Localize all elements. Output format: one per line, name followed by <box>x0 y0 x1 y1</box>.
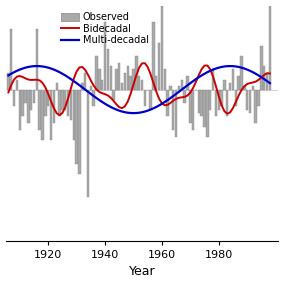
Bar <box>158 43 160 89</box>
Bar <box>121 83 123 89</box>
Bar <box>13 89 15 106</box>
Bar <box>260 46 263 89</box>
Bar <box>166 89 169 116</box>
Bar <box>38 89 41 130</box>
Bar <box>135 56 137 89</box>
Bar <box>81 83 83 89</box>
Bar <box>149 89 152 110</box>
Bar <box>27 89 30 123</box>
Bar <box>10 29 12 89</box>
Bar <box>237 76 240 89</box>
Bar <box>175 89 177 137</box>
Bar <box>58 89 61 116</box>
Bar <box>201 89 203 116</box>
Bar <box>90 86 92 89</box>
Bar <box>7 73 10 89</box>
Bar <box>223 80 226 89</box>
Bar <box>257 89 260 106</box>
Bar <box>50 89 52 140</box>
Bar <box>18 89 21 130</box>
Bar <box>70 89 72 120</box>
Bar <box>124 73 126 89</box>
Bar <box>266 73 268 89</box>
Bar <box>209 89 211 110</box>
Bar <box>107 49 109 89</box>
Bar <box>252 86 254 89</box>
Bar <box>186 76 189 89</box>
Bar <box>155 76 157 89</box>
Bar <box>127 66 129 89</box>
Bar <box>215 89 217 116</box>
X-axis label: Year: Year <box>129 266 155 278</box>
Bar <box>164 69 166 89</box>
Bar <box>254 89 257 123</box>
Bar <box>229 83 231 89</box>
Bar <box>67 89 69 116</box>
Bar <box>33 89 35 103</box>
Bar <box>101 80 103 89</box>
Bar <box>246 89 248 110</box>
Bar <box>226 89 229 116</box>
Bar <box>73 89 75 140</box>
Bar <box>183 89 186 103</box>
Bar <box>172 89 174 130</box>
Bar <box>235 89 237 106</box>
Bar <box>55 83 58 89</box>
Bar <box>130 76 132 89</box>
Bar <box>47 89 49 106</box>
Bar <box>141 80 143 89</box>
Bar <box>181 80 183 89</box>
Bar <box>161 6 163 89</box>
Bar <box>203 89 206 127</box>
Bar <box>98 69 101 89</box>
Bar <box>206 89 208 137</box>
Bar <box>41 89 44 140</box>
Bar <box>64 89 66 110</box>
Bar <box>269 0 271 89</box>
Bar <box>243 86 246 89</box>
Bar <box>115 69 118 89</box>
Bar <box>44 89 47 116</box>
Bar <box>132 69 135 89</box>
Bar <box>152 22 154 89</box>
Bar <box>95 56 98 89</box>
Bar <box>36 29 38 89</box>
Bar <box>61 89 64 110</box>
Bar <box>78 89 81 174</box>
Bar <box>87 89 89 197</box>
Bar <box>178 86 180 89</box>
Bar <box>189 89 191 123</box>
Bar <box>24 89 27 103</box>
Bar <box>104 22 106 89</box>
Bar <box>112 89 115 100</box>
Bar <box>212 69 214 89</box>
Bar <box>110 66 112 89</box>
Bar <box>93 89 95 106</box>
Bar <box>240 56 243 89</box>
Bar <box>198 89 200 113</box>
Bar <box>218 89 220 110</box>
Bar <box>220 89 223 106</box>
Bar <box>249 89 251 113</box>
Bar <box>192 89 194 130</box>
Bar <box>76 89 78 164</box>
Bar <box>30 89 32 110</box>
Bar <box>21 89 24 116</box>
Bar <box>84 73 86 89</box>
Bar <box>232 69 234 89</box>
Bar <box>118 63 120 89</box>
Bar <box>144 89 146 106</box>
Bar <box>169 86 172 89</box>
Bar <box>53 89 55 123</box>
Legend: Observed, Bidecadal, Multi-decadal: Observed, Bidecadal, Multi-decadal <box>60 11 151 47</box>
Bar <box>138 76 140 89</box>
Bar <box>263 66 266 89</box>
Bar <box>16 80 18 89</box>
